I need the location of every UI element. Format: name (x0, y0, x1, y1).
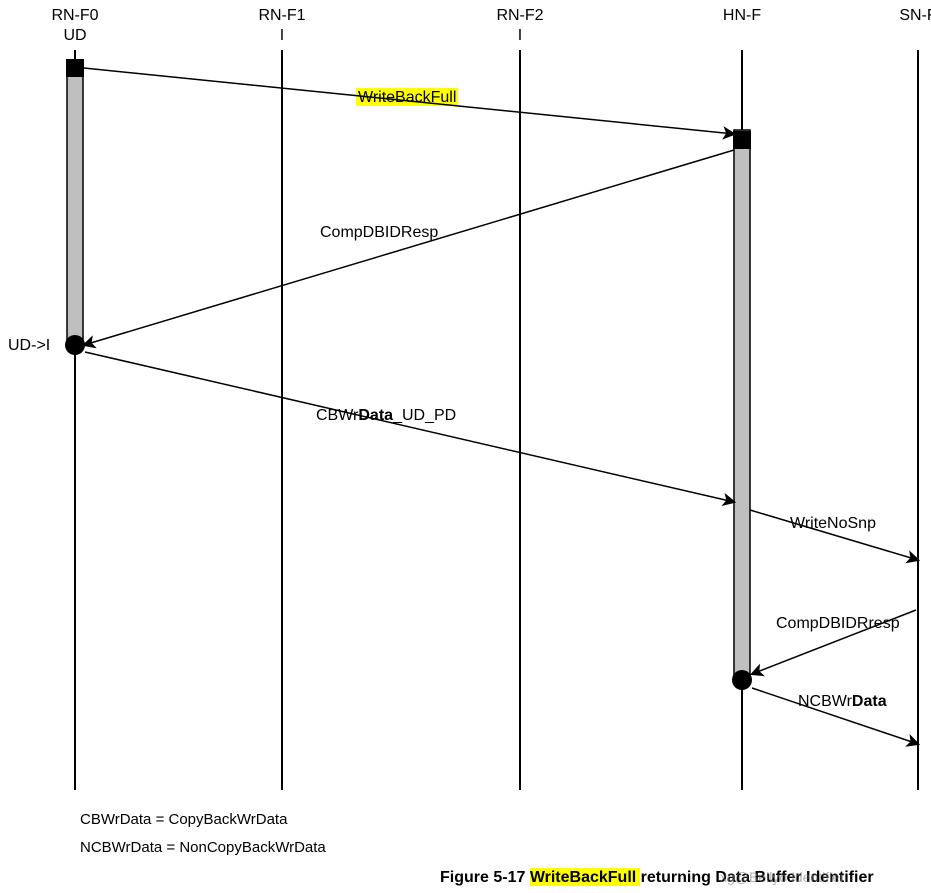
lifeline-label-hnf: HN-F (723, 7, 761, 24)
lifeline-state-rnf0: UD (63, 27, 86, 44)
lifeline-label-rnf1: RN-F1 (258, 7, 305, 24)
msg-arrow-cbwrdata (85, 352, 734, 502)
msg-label-compdbidresp1: CompDBIDResp (320, 224, 438, 241)
activation-bar-hnf (734, 130, 750, 680)
lifeline-state-rnf2: I (518, 27, 522, 44)
end-marker-1 (732, 670, 752, 690)
msg-arrow-compdbidresp1 (84, 150, 734, 345)
lifeline-label-rnf0: RN-F0 (51, 7, 98, 24)
msg-label-compdbidresp2: CompDBIDRresp (776, 615, 900, 632)
lifeline-state-rnf1: I (280, 27, 284, 44)
start-marker-0 (66, 59, 84, 77)
caption-watermark: xg@Bellyo Identifier (720, 869, 845, 885)
end-marker-0 (65, 335, 85, 355)
lifeline-label-snf: SN-F (899, 7, 931, 24)
msg-label-writebackfull: WriteBackFull (358, 89, 456, 106)
msg-label-writenosnp: WriteNoSnp (790, 515, 876, 532)
msg-label-cbwrdata: CBWrData_UD_PD (316, 407, 456, 424)
activation-bar-rnf0 (67, 60, 83, 345)
sequence-diagram: RN-F0 UD RN-F1 I RN-F2 I HN-F SN-F UD->I WriteBac… (0, 0, 931, 893)
legend-line-1: NCBWrData = NonCopyBackWrData (80, 839, 326, 856)
legend-line-0: CBWrData = CopyBackWrData (80, 811, 288, 828)
state-change-label: UD->I (8, 337, 50, 354)
msg-label-ncbwrdata: NCBWrData (798, 693, 887, 710)
start-marker-1 (733, 131, 751, 149)
lifeline-label-rnf2: RN-F2 (496, 7, 543, 24)
